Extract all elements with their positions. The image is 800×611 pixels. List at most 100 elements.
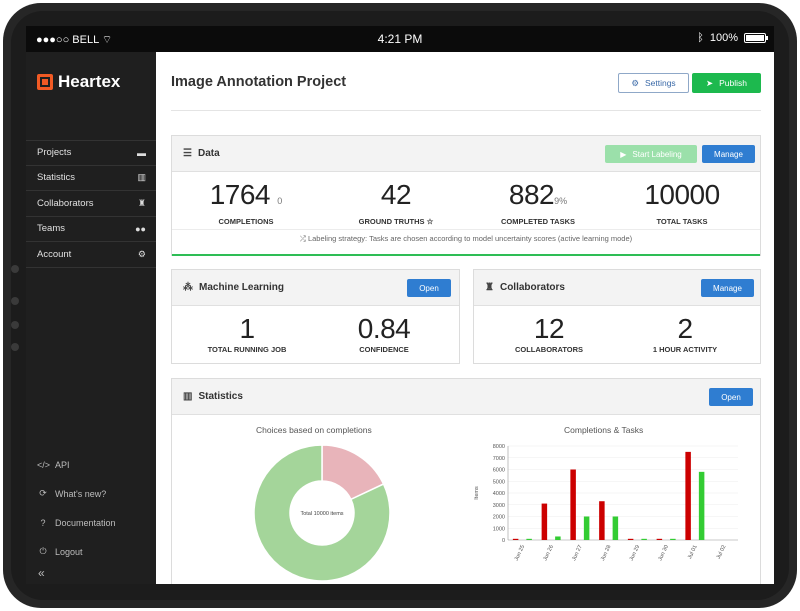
open-ml-button[interactable]: Open	[407, 279, 451, 297]
card-title: Machine Learning	[199, 282, 285, 293]
x-tick-label: Jun 27	[571, 544, 583, 562]
y-tick-label: 5000	[493, 479, 505, 485]
bar-completions	[541, 503, 548, 540]
pie-chart: Total 10000 items	[253, 444, 391, 582]
sidebar-link-logout[interactable]: ⏻ Logout	[37, 537, 116, 566]
bar-completions	[599, 501, 605, 540]
manage-data-button[interactable]: Manage	[702, 145, 755, 163]
hardware-button	[11, 265, 19, 273]
question-icon: ?	[40, 517, 46, 528]
machine-learning-card: ⁂ Machine Learning Open 1 TOTAL RUNNING …	[171, 269, 460, 364]
sidebar: Heartex Projects ▬ Statistics ▥ Collabor…	[26, 52, 156, 584]
y-tick-label: 3000	[493, 503, 505, 509]
sidebar-item-teams[interactable]: Teams ●●	[26, 217, 156, 242]
card-header: ▥ Statistics Open	[172, 379, 760, 415]
bar-tasks	[583, 516, 590, 540]
x-tick-label: Jun 28	[600, 544, 612, 562]
sidebar-item-statistics[interactable]: Statistics ▥	[26, 166, 156, 191]
stat-completed-tasks: 8829% COMPLETED TASKS	[500, 179, 576, 227]
card-header: ⁂ Machine Learning Open	[172, 270, 459, 306]
hardware-button	[11, 343, 19, 351]
y-tick-label: 0	[502, 538, 505, 544]
bar-completions	[512, 538, 519, 540]
progress-underline	[172, 254, 760, 256]
screen: ●●●○○ BELL ⌔ 4:21 PM ᛒ 100% Heartex Proj…	[26, 26, 774, 584]
brand-logo[interactable]: Heartex	[37, 72, 120, 92]
collaborators-card: ♜ Collaborators Manage 12 COLLABORATORS …	[473, 269, 761, 364]
bluetooth-icon: ᛒ	[697, 32, 704, 44]
stat-ground-truths: 42 GROUND TRUTHS ☆	[358, 179, 434, 227]
main-content: Image Annotation Project ⚙ Settings ➤ Pu…	[156, 52, 774, 584]
users-icon: ●●	[135, 223, 146, 234]
bar-tasks	[612, 516, 619, 540]
bar-tasks	[670, 538, 676, 540]
bar-tasks	[526, 538, 532, 540]
carrier-label: ●●●○○ BELL ⌔	[36, 34, 113, 46]
stat-running-jobs: 1 TOTAL RUNNING JOB	[207, 313, 287, 355]
gear-icon: ⚙	[137, 248, 146, 259]
gear-icon: ⚙	[631, 77, 639, 88]
user-icon: ♜	[137, 197, 146, 208]
sidebar-nav: Projects ▬ Statistics ▥ Collaborators ♜ …	[26, 140, 156, 268]
x-tick-label: Jul 02	[716, 544, 728, 560]
collapse-sidebar-icon[interactable]: «	[38, 566, 45, 580]
stat-total-tasks: 10000 TOTAL TASKS	[644, 179, 720, 227]
sidebar-item-projects[interactable]: Projects ▬	[26, 140, 156, 166]
bar-chart-icon: ▥	[183, 391, 193, 402]
user-icon: ♜	[485, 282, 494, 293]
x-tick-label: Jun 25	[514, 544, 526, 562]
bar-tasks	[698, 471, 705, 540]
sidebar-item-collaborators[interactable]: Collaborators ♜	[26, 191, 156, 217]
send-icon: ➤	[705, 77, 714, 88]
card-title: Collaborators	[499, 282, 565, 293]
bar-completions	[656, 538, 663, 540]
power-icon: ⏻	[39, 546, 47, 556]
hardware-button	[11, 321, 19, 329]
stat-completions: 1764 0 COMPLETIONS	[209, 179, 283, 227]
card-title: Statistics	[198, 391, 243, 402]
code-icon: </>	[37, 459, 51, 470]
bar-chart: 0 1000 2000 3000 4000 5000 6000 7000 8000 Jun 25 J…	[474, 444, 738, 562]
sidebar-bottom-nav: </> API ⟳ What's new? ? Documentation ⏻ …	[37, 450, 116, 566]
statistics-card: ▥ Statistics Open Choices based on compl…	[171, 378, 761, 584]
y-tick-label: 4000	[493, 491, 505, 497]
open-statistics-button[interactable]: Open	[709, 388, 753, 406]
divider	[171, 110, 761, 111]
sidebar-item-account[interactable]: Account ⚙	[26, 242, 156, 268]
manage-collaborators-button[interactable]: Manage	[701, 279, 754, 297]
y-tick-label: 8000	[493, 444, 505, 450]
stat-collaborators: 12 COLLABORATORS	[514, 313, 584, 355]
data-card: ☰ Data ▶ Start Labeling Manage 1764 0 CO…	[171, 135, 761, 256]
stat-hour-activity: 2 1 HOUR ACTIVITY	[652, 313, 718, 355]
refresh-icon: ⟳	[39, 488, 47, 498]
sidebar-link-whats-new[interactable]: ⟳ What's new?	[37, 479, 116, 508]
sidebar-link-api[interactable]: </> API	[37, 459, 70, 470]
page-title: Image Annotation Project	[171, 74, 347, 90]
labeling-strategy: ⤮ Labeling strategy: Tasks are chosen ac…	[299, 234, 633, 243]
shuffle-icon: ⤮	[299, 234, 306, 243]
status-time: 4:21 PM	[377, 32, 423, 46]
x-tick-label: Jun 29	[629, 544, 641, 562]
database-icon: ☰	[183, 148, 192, 159]
wifi-icon: ⌔	[101, 34, 113, 46]
heartex-logo-icon	[37, 74, 53, 90]
publish-button[interactable]: ➤ Publish	[692, 73, 761, 93]
stat-confidence: 0.84 CONFIDENCE	[357, 313, 411, 355]
start-labeling-button[interactable]: ▶ Start Labeling	[605, 145, 697, 163]
battery-icon	[744, 33, 768, 43]
bar-completions	[570, 469, 576, 540]
sidebar-link-documentation[interactable]: ? Documentation	[37, 508, 115, 537]
x-tick-label: Jul 01	[687, 544, 699, 560]
folder-icon: ▬	[137, 147, 146, 158]
cubes-icon: ⁂	[183, 282, 193, 293]
card-header: ♜ Collaborators Manage	[474, 270, 760, 306]
battery-percent: 100%	[709, 32, 738, 44]
hardware-button	[11, 297, 19, 305]
y-tick-label: 7000	[493, 456, 505, 462]
pie-center-label: Total 10000 items	[300, 511, 343, 517]
x-tick-label: Jun 30	[658, 544, 670, 562]
bar-completions	[685, 451, 691, 540]
status-bar: ●●●○○ BELL ⌔ 4:21 PM ᛒ 100%	[26, 26, 774, 52]
settings-button[interactable]: ⚙ Settings	[618, 73, 689, 93]
brand-name: Heartex	[58, 72, 121, 91]
